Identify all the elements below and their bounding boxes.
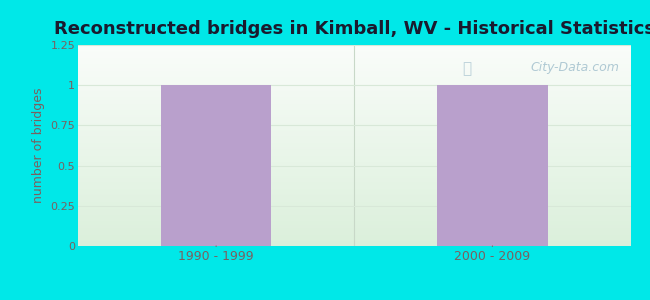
Y-axis label: number of bridges: number of bridges [32,88,45,203]
Bar [437,85,547,246]
Bar [161,85,272,246]
Text: ⓘ: ⓘ [462,61,471,76]
Text: City-Data.com: City-Data.com [530,61,619,74]
Title: Reconstructed bridges in Kimball, WV - Historical Statistics: Reconstructed bridges in Kimball, WV - H… [54,20,650,38]
